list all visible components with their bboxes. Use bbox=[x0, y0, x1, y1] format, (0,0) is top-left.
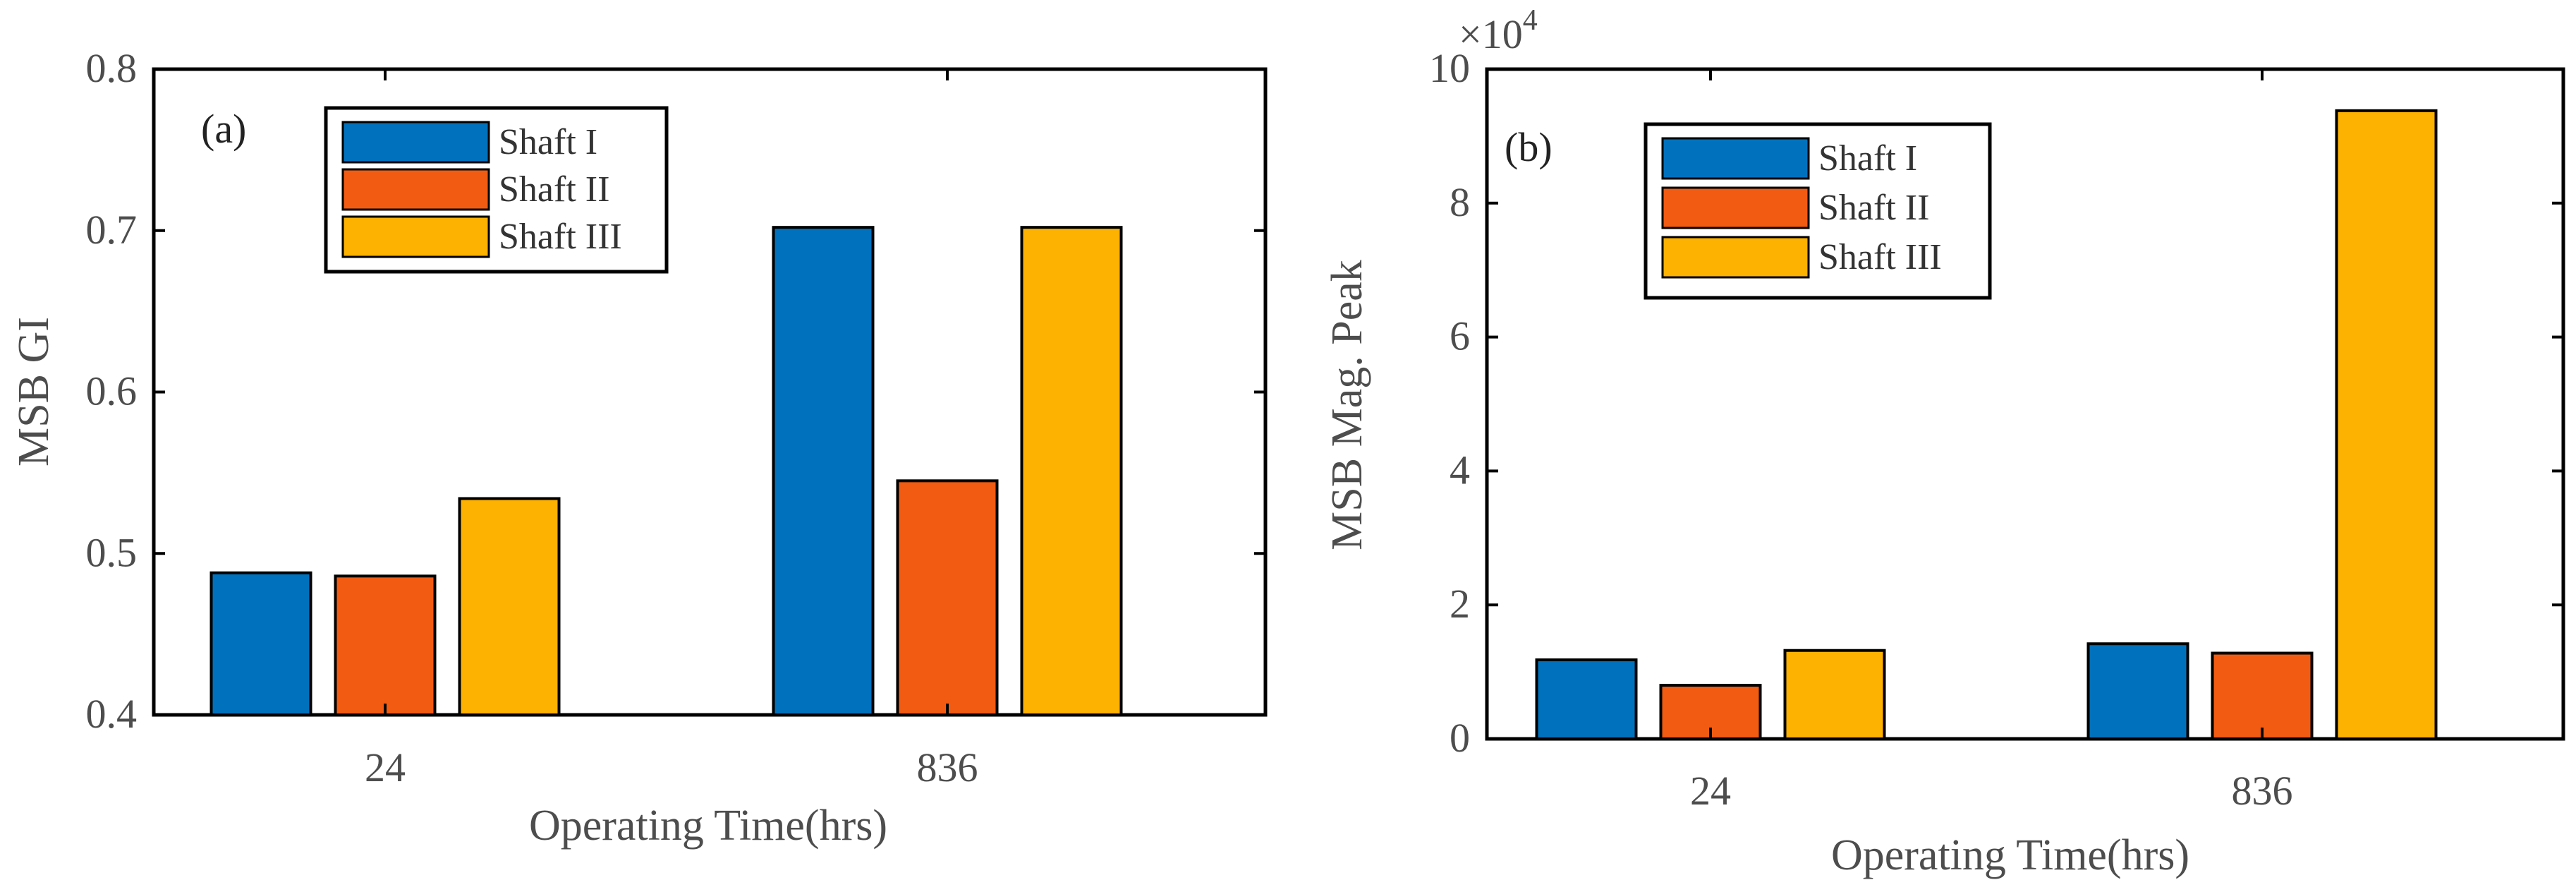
bar-shaft-i-24 bbox=[209, 571, 312, 717]
y-tick-label: 2 bbox=[1450, 581, 1470, 627]
legend-swatch bbox=[341, 121, 490, 164]
legend-label: Shaft III bbox=[1818, 237, 1942, 277]
y-tick-label: 0.6 bbox=[86, 368, 138, 414]
bar-shaft-iii-836 bbox=[2335, 109, 2438, 740]
x-axis-label: Operating Time(hrs) bbox=[529, 802, 887, 850]
y-exponent-power: 4 bbox=[1523, 4, 1538, 37]
plot-frame bbox=[1485, 67, 2565, 741]
bar-shaft-i-836 bbox=[772, 226, 875, 716]
legend-item: Shaft I bbox=[1661, 137, 1917, 180]
legend-item: Shaft III bbox=[341, 215, 622, 258]
y-tick-label: 0 bbox=[1450, 715, 1470, 761]
bar-shaft-iii-24 bbox=[1783, 649, 1886, 740]
bar-shaft-ii-24 bbox=[334, 574, 437, 717]
legend-swatch bbox=[341, 168, 490, 211]
y-tick-label: 6 bbox=[1450, 313, 1470, 359]
bar-shaft-i-836 bbox=[2086, 642, 2189, 740]
legend-label: Shaft III bbox=[499, 217, 622, 257]
legend-swatch bbox=[1661, 186, 1810, 229]
y-tick-label: 8 bbox=[1450, 179, 1470, 225]
legend-label: Shaft I bbox=[499, 122, 597, 162]
y-tick-label: 0.8 bbox=[86, 45, 138, 91]
bar-shaft-i-24 bbox=[1535, 658, 1638, 741]
y-tick-label: 0.7 bbox=[86, 207, 138, 253]
panel-label: (b) bbox=[1505, 124, 1553, 170]
x-tick-label: 836 bbox=[917, 745, 978, 790]
y-tick-label: 0.4 bbox=[86, 691, 138, 737]
x-axis-label: Operating Time(hrs) bbox=[1831, 831, 2189, 879]
y-tick-label: 0.5 bbox=[86, 529, 138, 575]
y-exponent-label: ×104 bbox=[1459, 4, 1538, 57]
legend-swatch bbox=[1661, 137, 1810, 180]
bar-shaft-iii-24 bbox=[458, 497, 561, 716]
x-tick-label: 24 bbox=[365, 745, 406, 790]
y-axis-label: MSB GI bbox=[10, 317, 58, 466]
legend-swatch bbox=[341, 215, 490, 258]
legend-label: Shaft I bbox=[1818, 138, 1917, 179]
chart-panel-a: 0.4 0.5 0.6 0.7 0.8 24 836 Operating Time(hrs) M… bbox=[10, 45, 1268, 850]
legend: Shaft I Shaft II Shaft III bbox=[324, 106, 669, 274]
legend-item: Shaft I bbox=[341, 121, 597, 164]
legend-swatch bbox=[1661, 236, 1810, 279]
y-tick-label: 4 bbox=[1450, 447, 1470, 493]
legend-item: Shaft II bbox=[1661, 186, 1929, 229]
y-exponent-base: ×10 bbox=[1459, 11, 1523, 57]
x-tick-label: 836 bbox=[2232, 768, 2293, 814]
legend-item: Shaft III bbox=[1661, 236, 1942, 279]
y-axis-label: MSB Mag. Peak bbox=[1323, 260, 1371, 550]
x-tick-label: 24 bbox=[1690, 768, 1731, 814]
panel-label: (a) bbox=[201, 106, 246, 152]
legend-item: Shaft II bbox=[341, 168, 609, 211]
bar-shaft-ii-836 bbox=[896, 479, 999, 716]
y-tick-label: 10 bbox=[1429, 45, 1470, 91]
legend-label: Shaft II bbox=[499, 169, 609, 210]
legend: Shaft I Shaft II Shaft III bbox=[1644, 122, 1992, 300]
bar-shaft-ii-836 bbox=[2211, 651, 2314, 741]
bar-shaft-iii-836 bbox=[1020, 226, 1123, 716]
legend-label: Shaft II bbox=[1818, 188, 1929, 228]
